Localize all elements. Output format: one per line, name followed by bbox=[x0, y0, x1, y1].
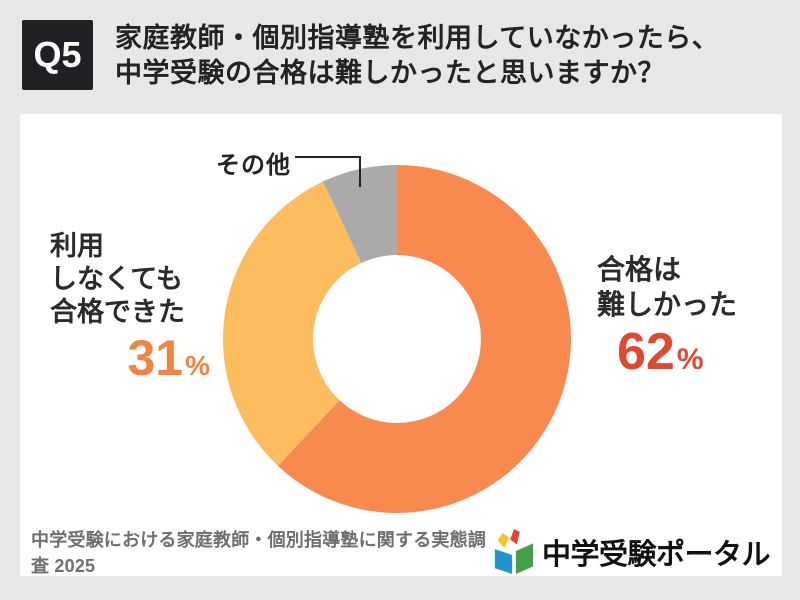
other-leader-line bbox=[295, 156, 361, 187]
donut-hole bbox=[313, 255, 481, 423]
label-left-line2: しなくても bbox=[50, 264, 183, 294]
site-logo-text: 中学受験ポータル bbox=[541, 539, 771, 571]
question-title-line2: 中学受験の合格は難しかったと思いますか？ bbox=[115, 58, 665, 88]
percent-sign-31: % bbox=[185, 350, 210, 381]
donut-chart bbox=[223, 165, 571, 513]
other-segment-label: その他 bbox=[216, 152, 291, 179]
label-right-line2: 難しかった bbox=[597, 289, 738, 320]
label-left-value: 31 % bbox=[50, 333, 210, 383]
open-book-logo-icon bbox=[494, 529, 534, 574]
site-logo: 中学受験ポータル bbox=[493, 529, 771, 575]
question-title: 家庭教師・個別指導塾を利用していなかったら、 中学受験の合格は難しかったと思いま… bbox=[115, 21, 719, 91]
label-left-line1: 利用 bbox=[50, 231, 104, 261]
label-right-line1: 合格は bbox=[597, 254, 682, 285]
chart-card: その他 利用 しなくても 合格できた 31 % 合格は 難しかった 62 % 中… bbox=[20, 114, 782, 576]
percent-sign-62: % bbox=[676, 343, 704, 376]
question-title-line1: 家庭教師・個別指導塾を利用していなかったら、 bbox=[115, 23, 720, 53]
survey-source-text: 中学受験における家庭教師・個別指導塾に関する実態調査 2025 bbox=[31, 530, 486, 576]
label-left-line3: 合格できた bbox=[50, 297, 185, 327]
label-pass-was-difficult: 合格は 難しかった 62 % bbox=[597, 252, 775, 378]
question-number-badge: Q5 bbox=[22, 20, 93, 90]
donut-svg bbox=[223, 165, 571, 513]
label-right-value: 62 % bbox=[597, 326, 775, 378]
card-footer: 中学受験における家庭教師・個別指導塾に関する実態調査 2025 中学受験ポータル bbox=[31, 529, 771, 576]
label-passed-without-tutor: 利用 しなくても 合格できた 31 % bbox=[50, 230, 210, 383]
value-62: 62 bbox=[617, 323, 675, 381]
donut-segment-1 bbox=[223, 181, 397, 466]
value-31: 31 bbox=[127, 330, 184, 386]
